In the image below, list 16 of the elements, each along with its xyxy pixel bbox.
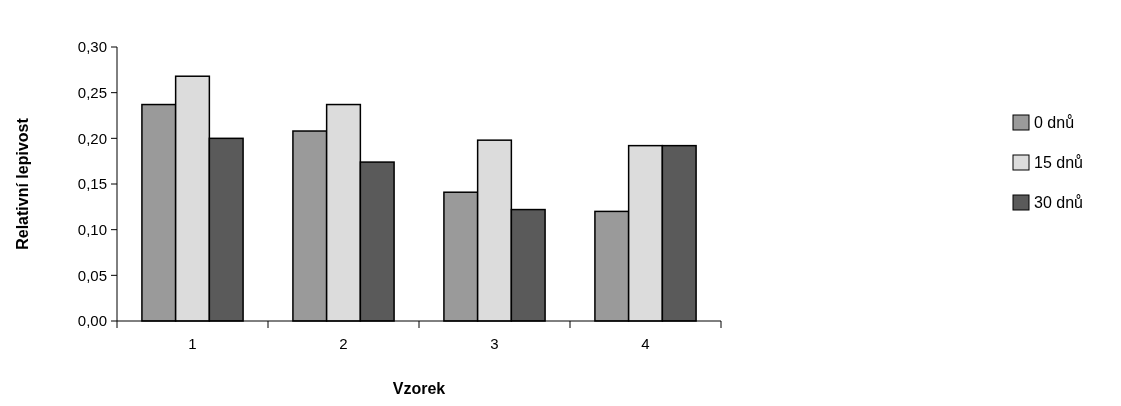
y-tick-label: 0,05 bbox=[77, 266, 107, 284]
y-tick-label: 0,10 bbox=[77, 220, 107, 238]
y-tick-label: 0,25 bbox=[77, 83, 107, 101]
legend-label: 0 dnů bbox=[1034, 113, 1075, 131]
y-tick-label: 0,30 bbox=[77, 38, 107, 56]
x-axis-title: Vzorek bbox=[392, 380, 446, 397]
x-tick-label: 1 bbox=[188, 335, 197, 352]
y-axis-title: Relativní lepivost bbox=[14, 117, 31, 250]
y-tick-label: 0,15 bbox=[77, 175, 107, 193]
legend-label: 30 dnů bbox=[1034, 193, 1083, 211]
legend-label: 15 dnů bbox=[1034, 153, 1083, 171]
x-tick-label: 2 bbox=[339, 335, 348, 352]
x-tick-label: 4 bbox=[641, 335, 650, 352]
y-tick-label: 0,20 bbox=[77, 129, 107, 147]
x-tick-label: 3 bbox=[490, 335, 499, 352]
y-tick-label: 0,00 bbox=[77, 312, 107, 330]
